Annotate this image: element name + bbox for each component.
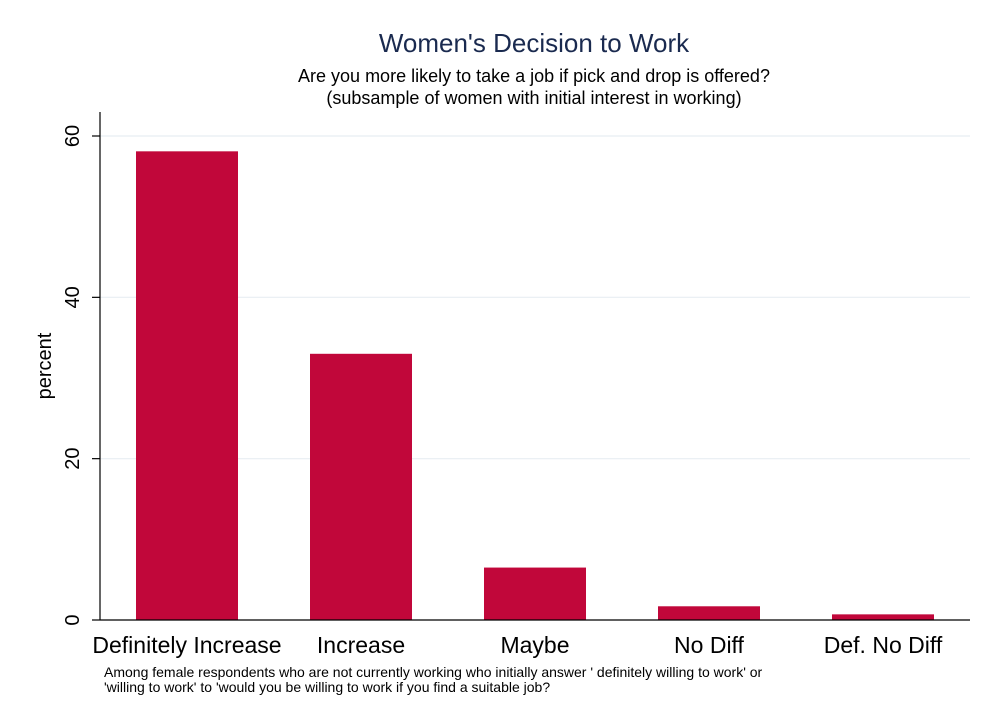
bar: [136, 151, 238, 620]
bar: [658, 606, 760, 620]
y-tick-label: 20: [62, 448, 84, 470]
x-axis-category-labels: Definitely Increase Increase Maybe No Diff D…: [92, 632, 942, 658]
bar: [484, 567, 586, 620]
x-category-label: No Diff: [674, 632, 744, 658]
x-category-label: Increase: [317, 632, 405, 658]
chart-subtitle-line-1: Are you more likely to take a job if pic…: [298, 66, 770, 86]
bar: [310, 353, 412, 620]
x-category-label: Maybe: [500, 632, 569, 658]
gridlines: [100, 135, 970, 460]
y-axis-label: percent: [34, 332, 56, 399]
x-category-label: Def. No Diff: [824, 632, 943, 658]
bar: [832, 614, 934, 620]
x-category-label: Definitely Increase: [92, 632, 281, 658]
chart-subtitle-line-2: (subsample of women with initial interes…: [326, 88, 741, 108]
footnote-line-1: Among female respondents who are not cur…: [104, 664, 763, 680]
y-tick-label: 40: [62, 286, 84, 308]
y-tick-label: 0: [62, 614, 84, 625]
y-axis-ticks: 0 20 40 60: [62, 125, 100, 626]
chart-title: Women's Decision to Work: [379, 28, 690, 58]
y-tick-label: 60: [62, 125, 84, 147]
bars: [136, 151, 934, 620]
footnote-line-2: 'willing to work' to 'would you be willi…: [104, 679, 550, 695]
